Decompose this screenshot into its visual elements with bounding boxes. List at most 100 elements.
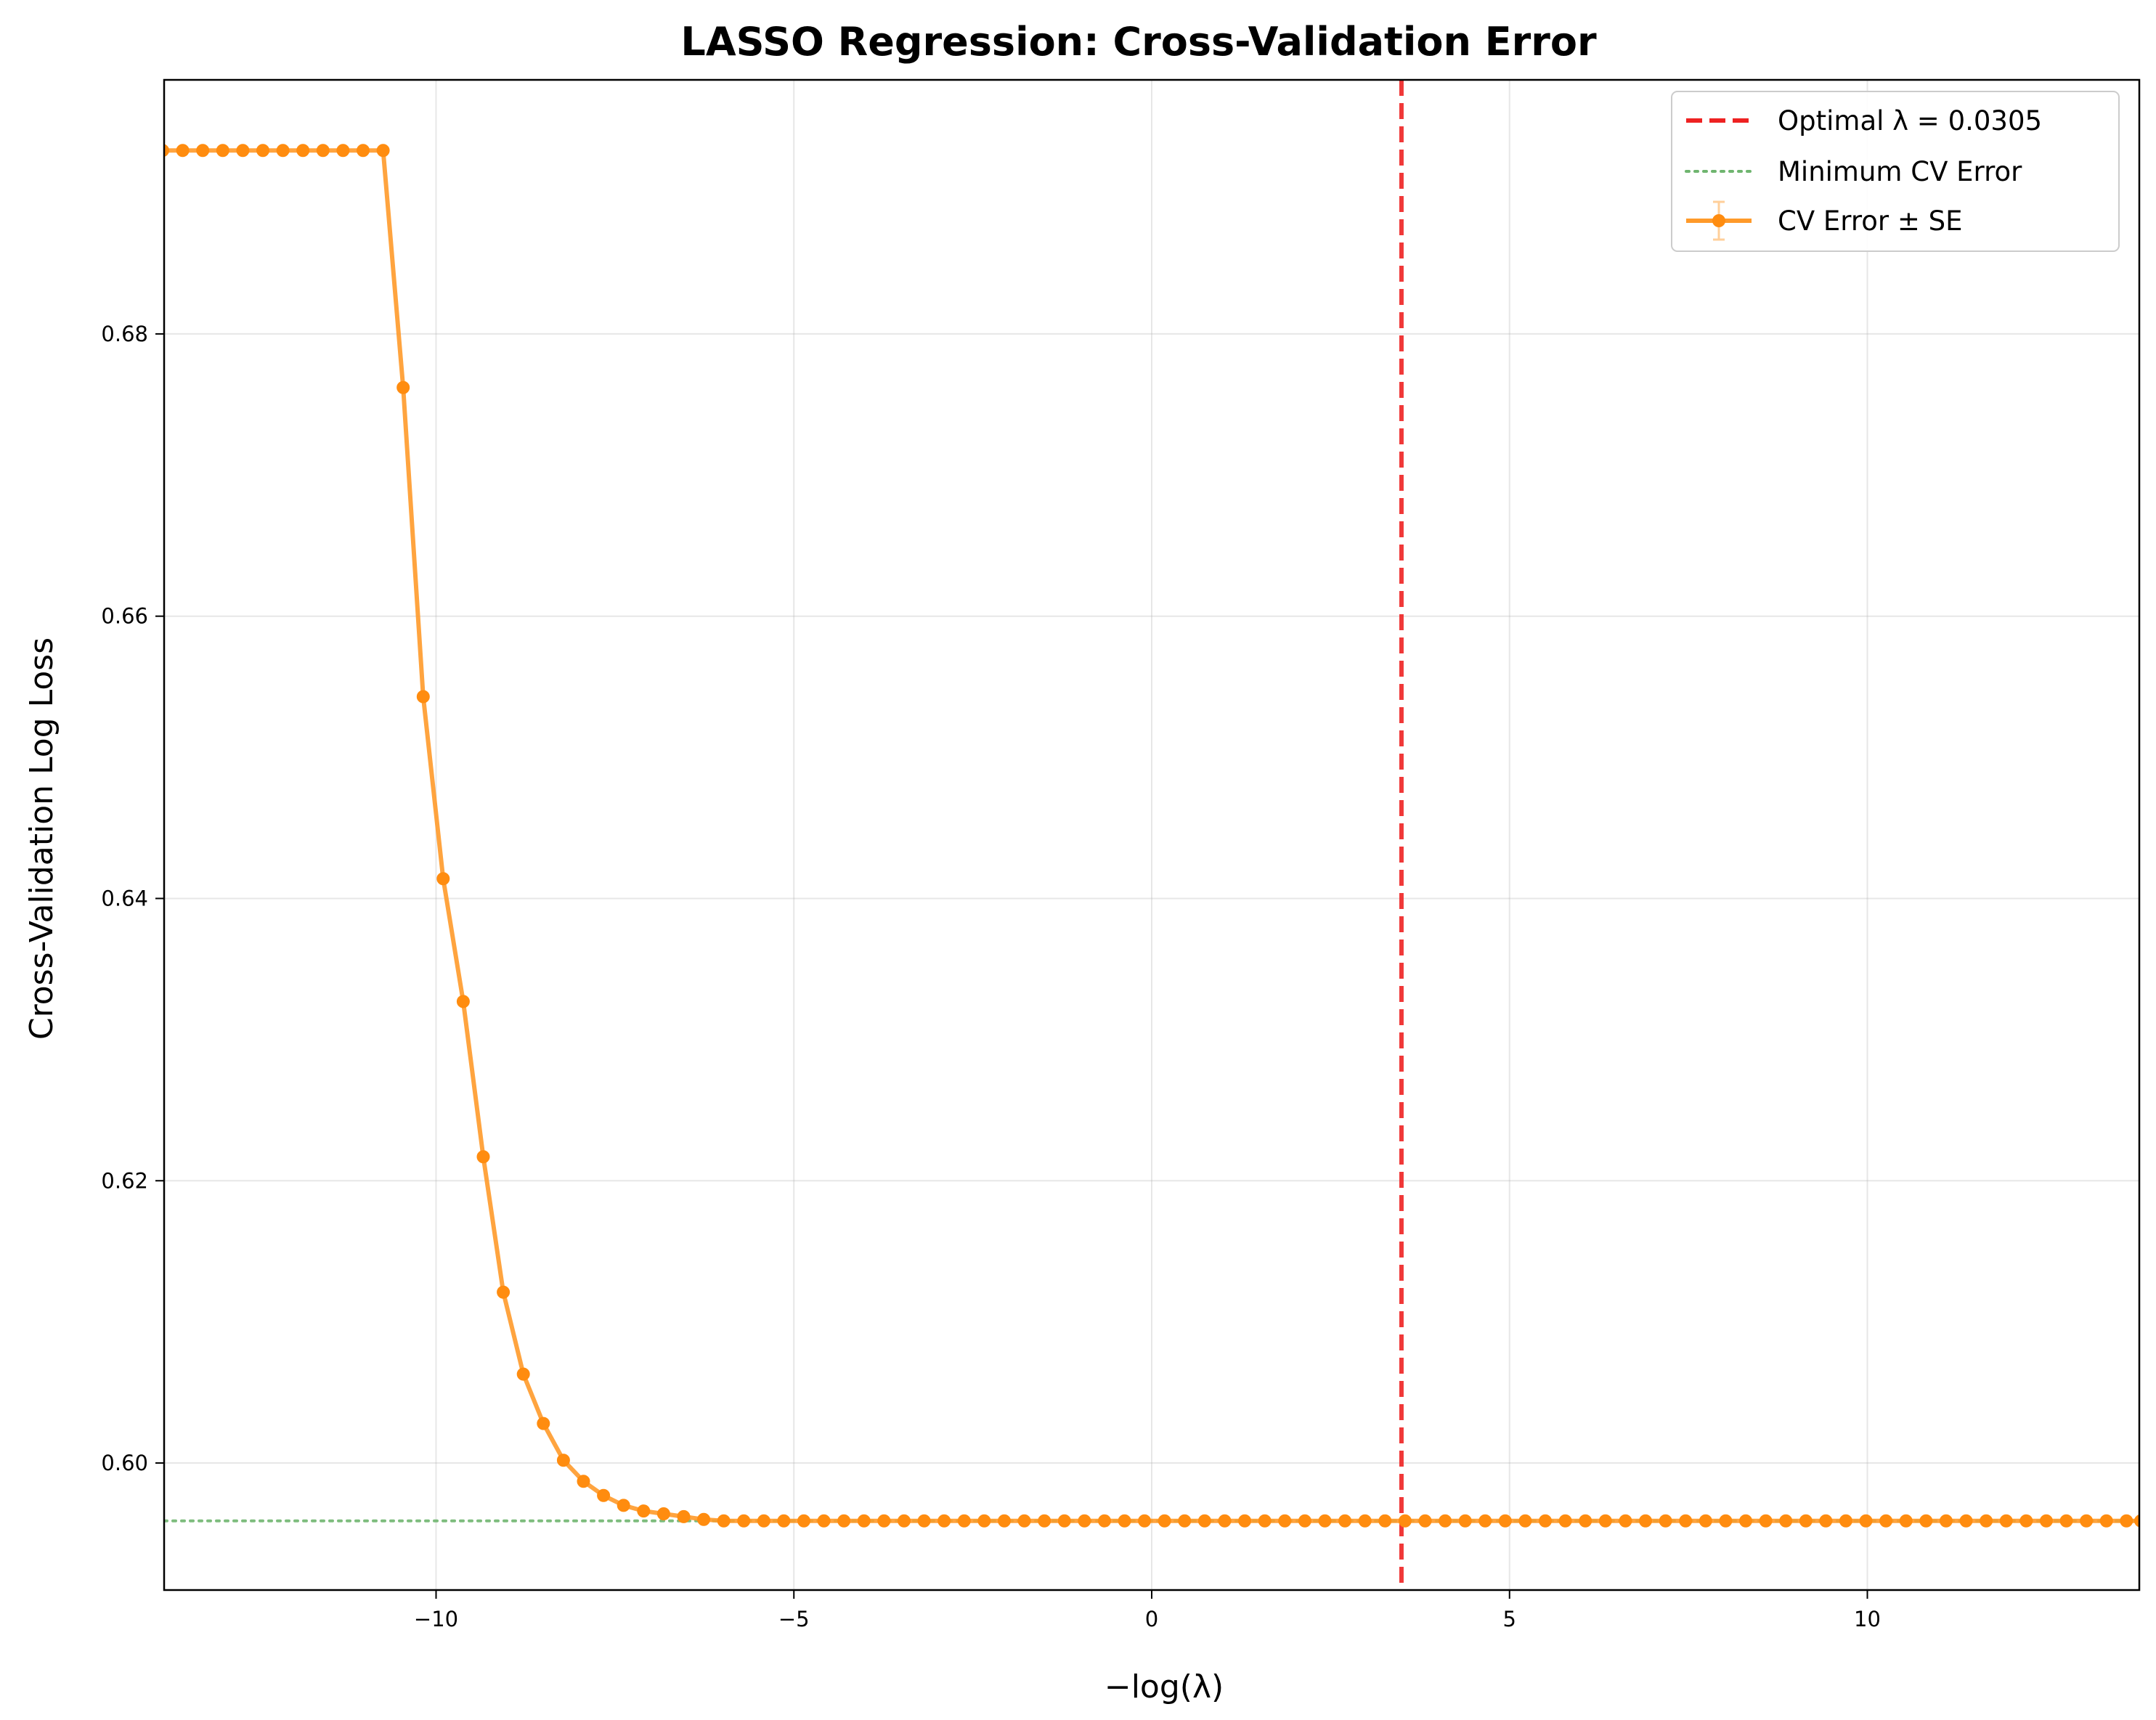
cv-error-point	[1980, 1514, 1993, 1528]
cv-error-point	[2099, 1514, 2113, 1528]
cv-error-point	[597, 1488, 611, 1502]
chart-title: LASSO Regression: Cross-Validation Error	[680, 19, 1597, 65]
x-tick-label: 10	[1854, 1607, 1881, 1631]
cv-error-point	[1017, 1514, 1031, 1528]
cv-error-point	[1378, 1514, 1392, 1528]
cv-error-point	[1098, 1514, 1111, 1528]
cv-error-point	[1218, 1514, 1232, 1528]
y-axis-label: Cross-Validation Log Loss	[23, 637, 60, 1040]
x-tick-label: 0	[1145, 1607, 1158, 1631]
y-tick-label: 0.66	[101, 604, 148, 629]
cv-error-point	[296, 144, 310, 158]
cv-error-point	[1158, 1514, 1171, 1528]
cv-error-point	[516, 1367, 530, 1381]
cv-error-point	[1358, 1514, 1372, 1528]
cv-error-point	[857, 1514, 871, 1528]
cv-error-point	[1919, 1514, 1933, 1528]
cv-error-point	[1739, 1514, 1752, 1528]
cv-error-point	[1639, 1514, 1652, 1528]
cv-error-point	[1779, 1514, 1793, 1528]
cv-error-point	[2039, 1514, 2053, 1528]
cv-error-point	[376, 144, 390, 158]
cv-error-point	[1318, 1514, 1332, 1528]
cv-error-point	[1338, 1514, 1352, 1528]
cv-error-point	[2080, 1514, 2094, 1528]
cv-error-point	[1057, 1514, 1071, 1528]
cv-error-point	[1619, 1514, 1632, 1528]
plot-frame	[163, 78, 2141, 1591]
cv-error-point	[164, 144, 169, 157]
cv-error-point	[256, 144, 269, 158]
plot-area	[164, 80, 2139, 1590]
cv-error-point	[998, 1514, 1011, 1528]
cv-error-point	[1558, 1514, 1572, 1528]
cv-error-point	[1598, 1514, 1612, 1528]
cv-error-point	[777, 1514, 791, 1528]
cv-error-point	[1478, 1514, 1492, 1528]
legend: Optimal λ = 0.0305 Minimum CV Error CV Err…	[1671, 91, 2120, 252]
cv-error-point	[476, 1150, 490, 1164]
cv-error-point	[416, 690, 430, 704]
cv-error-point	[1999, 1514, 2013, 1528]
cv-error-point	[577, 1475, 590, 1488]
cv-error-point	[336, 144, 350, 158]
cv-error-point	[1659, 1514, 1672, 1528]
cv-error-point	[1819, 1514, 1833, 1528]
cv-error-point	[1879, 1514, 1893, 1528]
legend-label: Minimum CV Error	[1778, 156, 2022, 187]
y-tick-label: 0.64	[101, 886, 148, 910]
cv-error-point	[1278, 1514, 1292, 1528]
x-tick-label: −10	[414, 1607, 458, 1631]
cv-error-point	[1418, 1514, 1432, 1528]
cv-error-point	[1799, 1514, 1813, 1528]
cv-error-point	[1959, 1514, 1973, 1528]
cv-error-point	[1899, 1514, 1913, 1528]
cv-error-point	[1178, 1514, 1192, 1528]
x-tick-label: 5	[1503, 1607, 1516, 1631]
cv-error-point	[1439, 1514, 1452, 1528]
legend-label: Optimal λ = 0.0305	[1778, 105, 2042, 136]
cv-error-point	[717, 1514, 731, 1528]
cv-error-point	[176, 144, 190, 158]
cv-error-point	[1518, 1514, 1532, 1528]
cv-error-point	[236, 144, 250, 158]
y-tick-label: 0.68	[101, 322, 148, 346]
cv-error-point	[556, 1454, 570, 1467]
cv-error-point	[216, 144, 229, 158]
cv-error-point	[2120, 1514, 2133, 1528]
cv-error-point	[2134, 1514, 2139, 1528]
cv-error-point	[1759, 1514, 1773, 1528]
cv-error-point	[1539, 1514, 1552, 1528]
grid-lines	[164, 80, 2139, 1590]
cv-error-point	[797, 1514, 810, 1528]
cv-error-point	[436, 872, 450, 886]
cv-error-point	[1138, 1514, 1152, 1528]
cv-error-point	[877, 1514, 891, 1528]
cv-error-point	[1939, 1514, 1953, 1528]
cv-error-point	[757, 1514, 770, 1528]
cv-error-point	[957, 1514, 971, 1528]
cv-error-point	[737, 1514, 751, 1528]
x-axis-label: −log(λ)	[1105, 1668, 1224, 1705]
cv-error-point	[837, 1514, 851, 1528]
cv-error-point	[316, 144, 330, 158]
cv-error-point	[497, 1285, 510, 1299]
legend-swatch-cv-marker	[1712, 214, 1725, 227]
cv-error-point	[1719, 1514, 1733, 1528]
axes: −10 −5 0 5 10 0.60 0.62 0.64 0.66 0.68	[101, 78, 2141, 1631]
y-tick-label: 0.62	[101, 1168, 148, 1193]
cv-error-point	[617, 1499, 630, 1512]
cv-error-point	[456, 995, 470, 1008]
cv-error-point	[917, 1514, 931, 1528]
cv-error-point	[357, 144, 370, 158]
legend-label: CV Error ± SE	[1778, 205, 1962, 237]
cv-error-point	[1859, 1514, 1873, 1528]
cv-error-point	[898, 1514, 911, 1528]
cv-error-point	[1038, 1514, 1051, 1528]
cv-error-point	[656, 1507, 670, 1520]
cv-error-point	[1579, 1514, 1592, 1528]
cv-error-point	[977, 1514, 991, 1528]
cv-error-point	[1197, 1514, 1211, 1528]
